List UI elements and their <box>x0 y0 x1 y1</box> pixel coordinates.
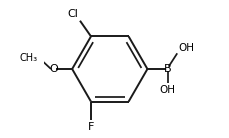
Text: F: F <box>88 122 94 132</box>
Text: Cl: Cl <box>68 9 78 19</box>
Text: B: B <box>164 64 172 74</box>
Text: O: O <box>49 64 58 74</box>
Text: OH: OH <box>179 43 195 53</box>
Text: CH₃: CH₃ <box>19 53 38 63</box>
Text: OH: OH <box>160 85 176 95</box>
